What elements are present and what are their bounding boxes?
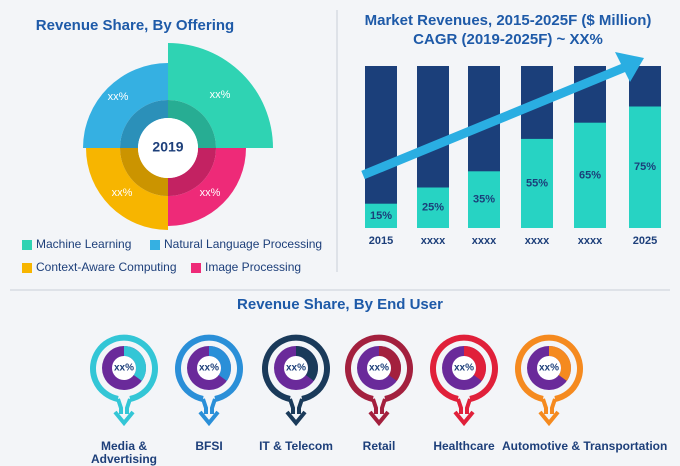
icon-center (112, 356, 136, 380)
icon-segment (209, 346, 232, 381)
value-label: 65% (579, 169, 601, 181)
icon-ring (345, 334, 413, 402)
bar (629, 106, 661, 228)
value-label: 25% (422, 202, 444, 214)
icon-label: xx% (369, 363, 389, 374)
pie-segment (168, 43, 273, 148)
chart-title: Market Revenues, 2015-2025F ($ Million) (365, 12, 652, 29)
segment-label: xx% (108, 91, 129, 103)
value-label: 75% (634, 161, 656, 173)
icon-chevron (538, 410, 560, 427)
legend-label: Machine Learning (36, 237, 131, 251)
end-user-label: Automotive & Transportation (502, 439, 668, 453)
legend-label: Context-Aware Computing (36, 260, 177, 274)
icon-center (537, 356, 561, 380)
bar (468, 171, 500, 228)
legend-swatch (191, 263, 201, 273)
end-user-label: IT & Telecom (259, 439, 333, 453)
pie-inner-ring (168, 100, 216, 148)
end-user-label: BFSI (195, 439, 223, 453)
icon-tail (288, 398, 304, 414)
offering-title: Revenue Share, By Offering (36, 17, 234, 34)
icon-segment (296, 346, 319, 381)
icon-label: xx% (539, 363, 559, 374)
pie-segment (168, 148, 246, 226)
trend-arrow (361, 61, 630, 180)
icon-ring (90, 334, 158, 402)
legend-label: Natural Language Processing (164, 237, 322, 251)
pie-center (138, 118, 198, 178)
legend-swatch (22, 263, 32, 273)
icon-segment (464, 346, 486, 381)
end-user-label: Retail (362, 439, 396, 453)
icon-chevron (113, 410, 135, 427)
x-tick-label: xxxx (421, 235, 446, 247)
icon-label: xx% (114, 363, 134, 374)
icon-segment (124, 346, 146, 381)
pie-inner-ring (168, 148, 216, 196)
x-tick-label: 2025 (633, 235, 657, 247)
segment-label: xx% (112, 187, 133, 199)
icon-chevron (453, 410, 475, 427)
bar (574, 122, 606, 228)
icon-tail (541, 398, 557, 414)
icon-ring (175, 334, 243, 402)
pie-center-label: 2019 (152, 139, 183, 155)
end-user-label: Healthcare (433, 439, 495, 453)
icon-tail (201, 398, 217, 414)
pie-segment (83, 63, 168, 148)
legend-swatch (22, 240, 32, 250)
icon-chevron (198, 410, 220, 427)
icon-tail (116, 398, 132, 414)
pie-inner-ring (120, 100, 168, 148)
x-tick-label: 2015 (369, 235, 393, 247)
icon-center (197, 356, 221, 380)
chart-subtitle: CAGR (2019-2025F) ~ XX% (413, 31, 603, 48)
icon-segment (549, 346, 572, 381)
x-tick-label: xxxx (578, 235, 603, 247)
icon-center (367, 356, 391, 380)
icon-center (284, 356, 308, 380)
icon-ring (515, 334, 583, 402)
bar (365, 203, 397, 228)
legend-label: Image Processing (205, 260, 301, 274)
icon-tail (371, 398, 387, 414)
icon-center (452, 356, 476, 380)
icon-label: xx% (199, 363, 219, 374)
x-tick-label: xxxx (525, 235, 550, 247)
legend-swatch (150, 240, 160, 250)
bar-track (365, 66, 397, 228)
value-label: 15% (370, 210, 392, 222)
trend-arrow-head (615, 52, 644, 82)
icon-label: xx% (454, 363, 474, 374)
x-tick-label: xxxx (472, 235, 497, 247)
pie-inner-ring (120, 148, 168, 196)
segment-label: xx% (200, 187, 221, 199)
icon-label: xx% (286, 363, 306, 374)
icon-ring (430, 334, 498, 402)
bar (521, 138, 553, 228)
end-user-title: Revenue Share, By End User (237, 296, 443, 313)
value-label: 55% (526, 177, 548, 189)
icon-chevron (285, 410, 307, 427)
segment-label: xx% (210, 89, 231, 101)
icon-segment (379, 346, 401, 381)
icon-tail (456, 398, 472, 414)
bar (417, 187, 449, 228)
icon-ring (262, 334, 330, 402)
icon-chevron (368, 410, 390, 427)
value-label: 35% (473, 194, 495, 206)
pie-segment (86, 148, 168, 230)
end-user-label: Media & Advertising (90, 439, 157, 466)
